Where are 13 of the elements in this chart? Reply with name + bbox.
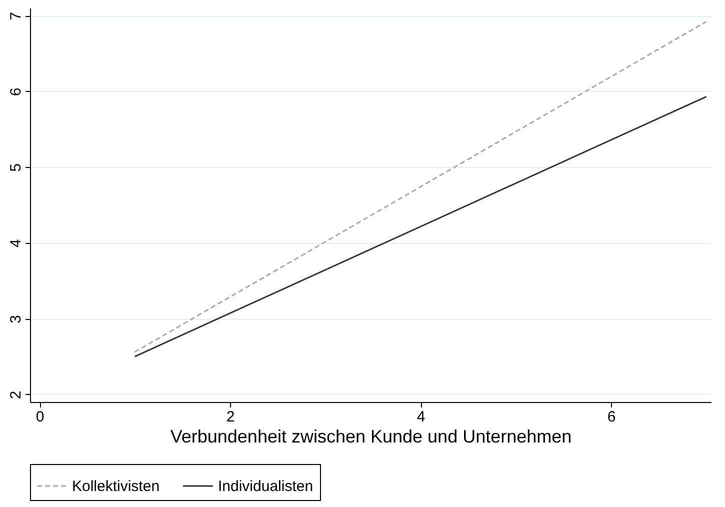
y-tick-label: 7 (8, 12, 24, 20)
x-tick-label: 2 (226, 408, 235, 426)
x-axis-title: Verbundenheit zwischen Kunde und Unternehmen (170, 426, 572, 446)
y-tick-label: 4 (8, 239, 24, 248)
x-tick-label: 0 (36, 408, 44, 426)
y-tick-label: 6 (8, 88, 24, 96)
y-tick-label: 2 (8, 390, 24, 400)
legend-label: Kollektivisten (72, 478, 160, 495)
legend-label: Individualisten (218, 478, 314, 495)
y-tick-label: 5 (8, 163, 24, 172)
y-tick-label: 3 (8, 314, 24, 324)
x-tick-label: 6 (607, 408, 616, 426)
x-tick-label: 4 (416, 408, 426, 426)
